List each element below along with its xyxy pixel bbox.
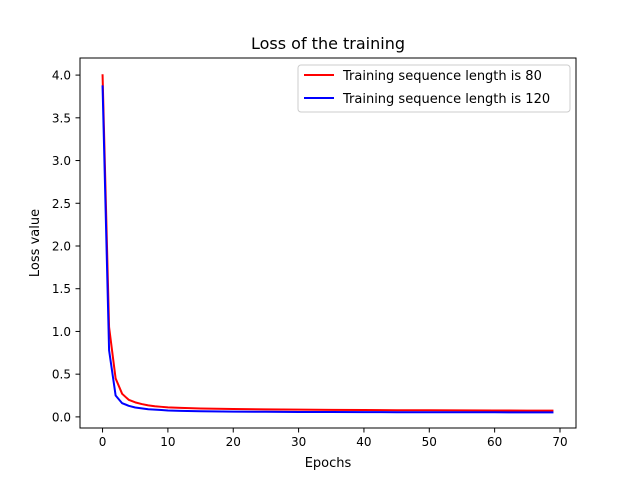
y-tick-label: 3.5 [52,111,71,125]
series-line-1 [101,85,554,414]
y-tick-label: 1.0 [52,325,71,339]
legend: Training sequence length is 80 Training … [297,64,571,113]
plot-frame [79,57,577,429]
x-tick-label: 30 [291,435,306,449]
x-axis-label: Epochs [305,456,352,471]
legend-box [297,64,571,113]
chart-title: Loss of the training [251,34,405,53]
x-tick-label: 50 [422,435,437,449]
series-layer [101,74,554,414]
x-tick-label: 60 [487,435,502,449]
legend-label-series-80: Training sequence length is 80 [342,69,542,84]
x-tick-label: 10 [160,435,175,449]
y-tick-label: 2.5 [52,197,71,211]
y-tick-label: 2.0 [52,239,71,253]
y-tick-label: 0.5 [52,368,71,382]
series-line-0 [101,74,554,412]
x-tick-label: 0 [99,435,107,449]
x-tick-label: 20 [226,435,241,449]
x-tick-label: 40 [356,435,371,449]
y-tick-label: 4.0 [52,69,71,83]
y-axis-label: Loss value [28,209,43,277]
y-tick-label: 3.0 [52,154,71,168]
x-tick-label: 70 [552,435,567,449]
legend-label-series-120: Training sequence length is 120 [342,92,550,107]
y-tick-label: 0.0 [52,410,71,424]
x-axis: 0 10 20 30 40 50 60 70 [99,428,568,449]
y-tick-label: 1.5 [52,282,71,296]
y-axis: 0.0 0.5 1.0 1.5 2.0 2.5 3.0 3.5 4.0 [52,69,80,424]
